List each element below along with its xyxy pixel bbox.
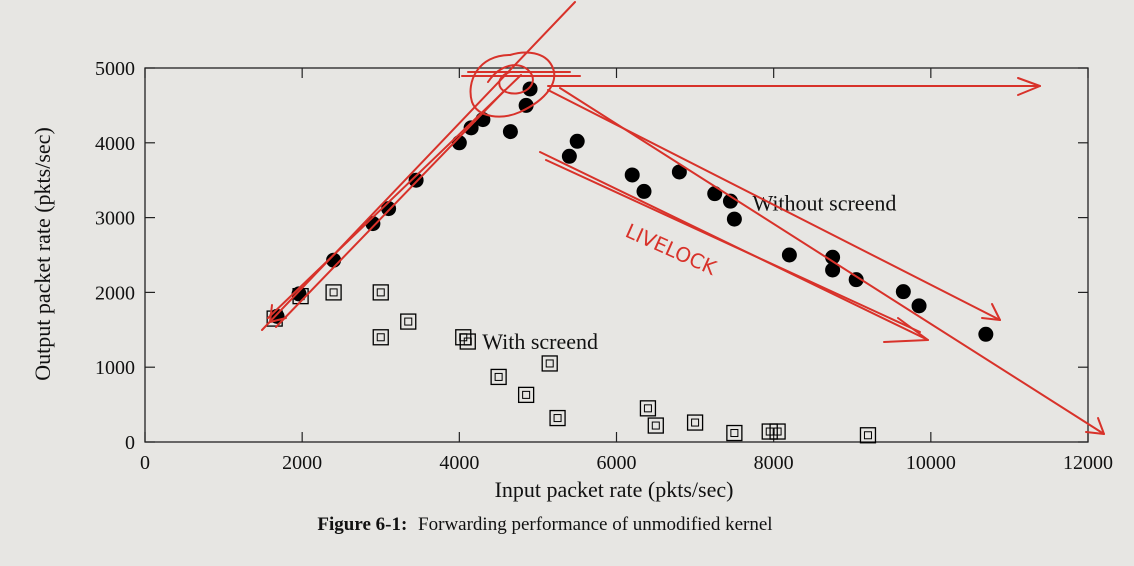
y-tick-label: 3000 [95,208,135,230]
caption-figure-number: Figure 6-1: [317,514,407,535]
with-screend-legend-marker [459,333,476,350]
ink-upslope-line-1 [267,74,522,319]
x-axis-title: Input packet rate (pkts/sec) [495,477,734,502]
series-label-without-screend: Without screend [752,191,896,216]
point-without-screend [518,97,534,113]
point-without-screend [825,262,841,278]
y-tick-label: 5000 [95,58,135,80]
ink-decline-upper-arrowhead [981,303,1001,321]
y-axis-title: Output packet rate (pkts/sec) [30,127,55,381]
series-labels: Without screend With screend [459,191,896,354]
point-with-screend [549,409,566,427]
point-with-screend [490,368,507,386]
y-tick-label: 4000 [95,133,135,155]
point-without-screend [726,211,742,227]
point-with-screend [639,400,657,417]
x-tick-label: 4000 [439,452,479,474]
point-without-screend [569,133,585,149]
ink-livelock-arrow-2 [545,159,921,333]
point-with-screend [325,284,342,301]
ink-capacity-arrowhead [1017,77,1041,96]
point-without-screend [825,249,841,265]
point-without-screend [895,284,911,300]
handwritten-annotations: LIVELOCK [261,1,1105,435]
point-with-screend [647,417,664,434]
y-tick-label: 0 [125,432,135,454]
ink-zero-arrow [559,87,1105,435]
y-tick-label: 2000 [95,282,135,304]
point-without-screend [722,193,738,209]
x-tick-label: 2000 [282,452,322,474]
y-tick-label: 1000 [95,357,135,379]
point-without-screend [291,286,307,302]
ink-zero-arrowhead [1085,417,1105,435]
point-without-screend [502,124,518,140]
ink-livelock-arrowhead [883,317,929,343]
point-without-screend [781,247,797,263]
x-tick-label: 8000 [754,452,794,474]
point-without-screend [671,164,687,180]
ink-upslope-arrowhead [269,304,287,323]
x-tick-label: 10000 [906,452,956,474]
point-with-screend [726,424,743,442]
point-with-screend [541,355,558,372]
ink-upslope-line-2 [275,89,506,328]
series-label-with-screend: With screend [482,329,598,354]
point-without-screend [561,148,577,164]
point-without-screend [624,167,640,183]
point-with-screend [769,423,786,440]
ink-upslope-line-3 [261,1,576,331]
point-without-screend [911,298,927,314]
ink-livelock-label: LIVELOCK [622,219,721,281]
point-without-screend [707,186,723,202]
point-without-screend [408,172,424,188]
ink-peak-scribble [487,64,534,95]
point-with-screend [400,313,417,330]
ink-peak-circle [469,51,556,118]
axis-ticks: 0 2000 4000 6000 8000 10000 12000 0 1000 2000 3000… [95,58,1113,474]
x-tick-label: 12000 [1063,452,1113,474]
x-tick-label: 0 [140,452,150,474]
point-with-screend [686,414,704,431]
point-with-screend [517,386,535,404]
figure-caption: Figure 6-1: Forwarding performance of un… [317,514,772,535]
x-tick-label: 6000 [597,452,637,474]
point-without-screend [636,183,652,199]
point-without-screend [978,326,994,342]
point-without-screend [463,120,479,136]
point-with-screend [455,329,472,346]
point-with-screend [372,329,389,346]
point-with-screend [372,284,389,301]
caption-text: Forwarding performance of unmodified ker… [418,514,773,535]
point-without-screend [522,81,538,97]
point-without-screend [848,272,864,288]
point-with-screend [859,427,877,444]
